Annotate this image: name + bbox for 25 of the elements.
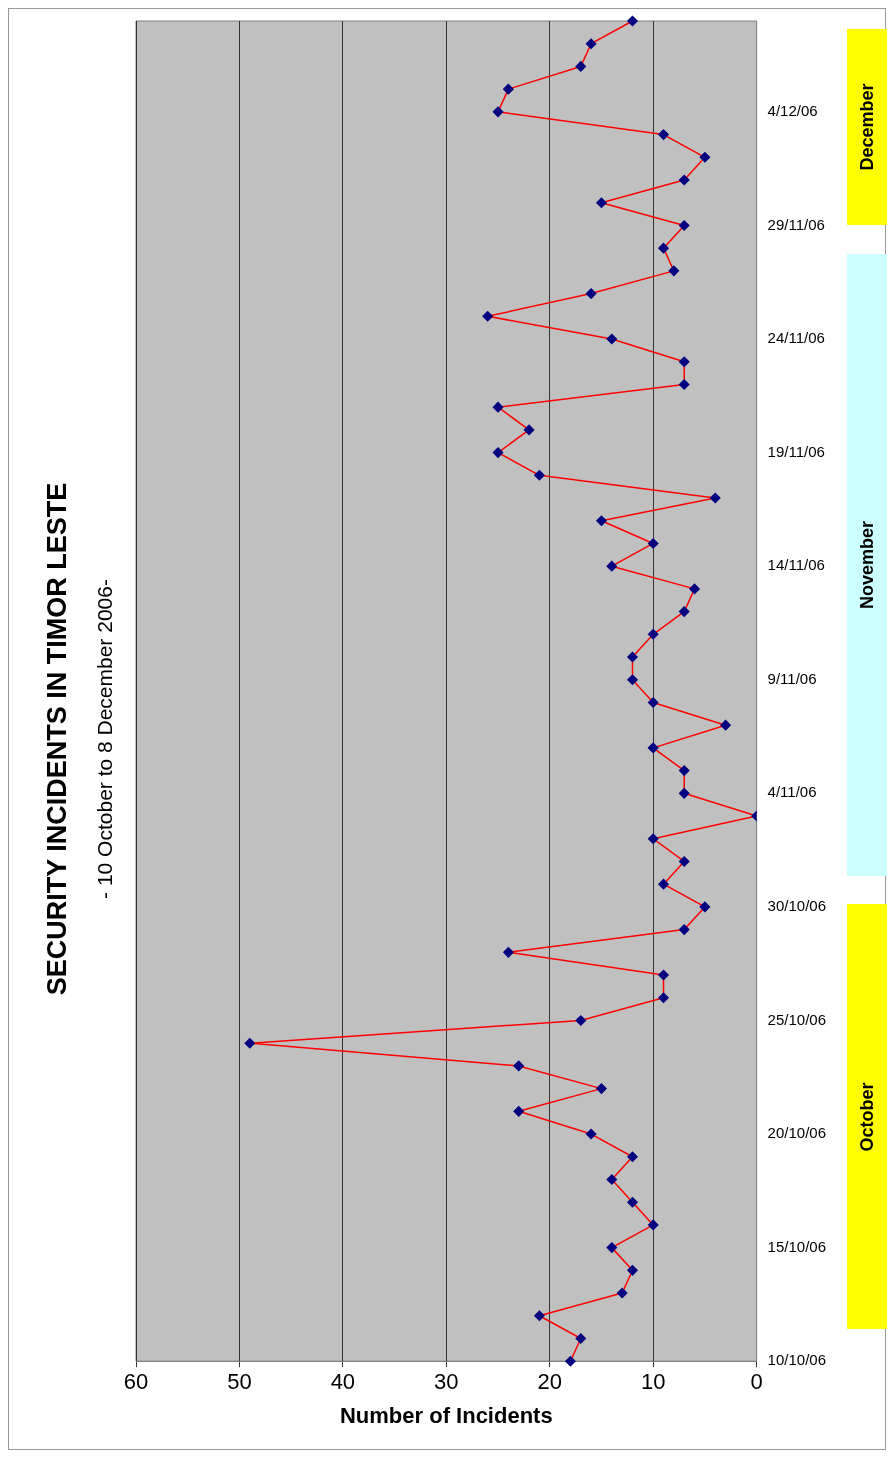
x-tick-label: 10 — [640, 1369, 666, 1395]
y-tick-label: 19/11/06 — [767, 442, 825, 460]
y-tick-label: 10/10/06 — [767, 1351, 826, 1369]
x-tick-label: 30 — [434, 1369, 459, 1395]
text: December — [856, 83, 878, 171]
y-tick-label: 29/11/06 — [767, 215, 825, 233]
x-tick-label: 40 — [330, 1369, 356, 1395]
y-tick-label: 20/10/06 — [767, 1124, 826, 1142]
y-tick-label: 9/11/06 — [767, 669, 817, 687]
x-tick-label: 50 — [227, 1369, 252, 1395]
y-tick-label: 30/10/06 — [767, 897, 826, 915]
x-tick-label: 0 — [750, 1369, 763, 1395]
text: SECURITY INCIDENTS IN TIMOR LESTE — [41, 482, 73, 996]
text: October — [856, 1081, 878, 1152]
y-tick-label: 25/10/06 — [767, 1010, 826, 1028]
y-tick-label: 4/11/06 — [767, 783, 817, 801]
y-tick-label: 14/11/06 — [767, 556, 825, 574]
y-tick-label: 4/12/06 — [767, 102, 818, 119]
x-axis-title: Number of Incidents — [339, 1402, 553, 1428]
x-tick-label: 60 — [123, 1369, 149, 1395]
text: - 10 October to 8 December 2006- — [93, 579, 117, 899]
text: November — [856, 520, 878, 610]
y-tick-label: 15/10/06 — [767, 1237, 826, 1255]
x-tick-label: 20 — [537, 1369, 562, 1395]
y-tick-label: 24/11/06 — [767, 329, 825, 347]
